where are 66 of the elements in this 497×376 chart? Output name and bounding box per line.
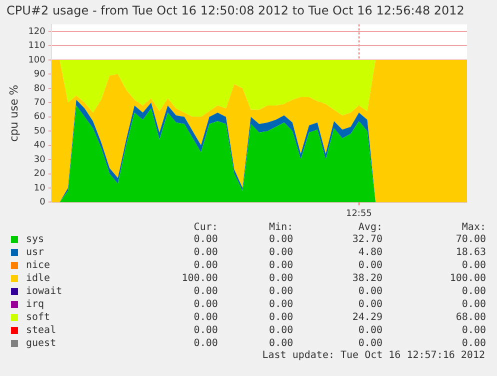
text: 0.00 [357, 324, 384, 337]
text: 0.00 [192, 285, 219, 298]
text: 0.00 [268, 298, 294, 311]
text: 0.00 [192, 311, 219, 324]
x-tick-label: 12:55 [346, 208, 372, 219]
text: 0.00 [460, 324, 487, 337]
legend-label: idle [25, 272, 52, 285]
y-tick-label: 60 [34, 112, 46, 122]
text: 100.00 [448, 272, 487, 285]
legend-label: steal [25, 324, 58, 337]
text: 0.00 [268, 337, 294, 350]
text: 0.00 [268, 233, 294, 246]
text: 100.00 [180, 272, 219, 285]
text: 0.00 [192, 233, 219, 246]
text: Cur: [192, 222, 219, 233]
text: 0.00 [460, 298, 487, 311]
y-tick-label: 20 [34, 169, 46, 180]
y-tick-label: 80 [34, 84, 46, 94]
text: 0.00 [357, 337, 384, 350]
legend-label: soft [25, 311, 52, 324]
text: 24.29 [351, 311, 384, 324]
legend-label: nice [25, 259, 52, 272]
y-tick-label: 0 [40, 198, 46, 208]
chart-title: CPU#2 usage - from Tue Oct 16 12:50:08 2012 to Tue Oct 16 12:56:48 2012 [6, 3, 464, 18]
legend-label: guest [25, 337, 58, 350]
text: 0.00 [460, 285, 487, 298]
text: Min: [268, 222, 294, 233]
legend-label: sys [25, 233, 46, 246]
y-tick-label: 120 [28, 26, 46, 37]
text: 0.00 [192, 324, 219, 337]
text: 0.00 [357, 285, 384, 298]
text: 0.00 [460, 259, 487, 272]
text: 0.00 [192, 298, 219, 311]
y-tick-label: 110 [28, 41, 46, 52]
text: 0.00 [268, 272, 294, 285]
text: 0.00 [268, 246, 294, 259]
text: 0.00 [268, 324, 294, 337]
text: 0.00 [192, 246, 219, 259]
legend-label: usr [25, 246, 46, 259]
text: Avg: [357, 222, 384, 233]
text: 0.00 [192, 337, 219, 350]
text: 0.00 [268, 311, 294, 324]
y-tick-label: 70 [34, 98, 46, 108]
text: 0.00 [268, 259, 294, 272]
text: 38.20 [351, 272, 384, 285]
legend-label: iowait [25, 285, 64, 298]
text: 0.00 [460, 337, 487, 350]
text: 4.80 [357, 246, 384, 259]
text: 0.00 [357, 298, 384, 311]
text: 68.00 [454, 311, 487, 324]
y-tick-label: 50 [34, 126, 46, 136]
text: 32.70 [351, 233, 384, 246]
text: Max: [460, 222, 487, 233]
text: 18.63 [454, 246, 487, 259]
y-tick-label: 30 [34, 154, 46, 165]
text: 0.00 [357, 259, 384, 272]
text: 70.00 [454, 233, 487, 246]
text: Last update: Tue Oct 16 12:57:16 2012 [261, 350, 486, 361]
y-tick-label: 10 [34, 183, 46, 194]
y-axis-title: cpu use % [7, 84, 20, 142]
text: 0.00 [192, 259, 219, 272]
text: 0.00 [268, 285, 294, 298]
y-tick-label: 100 [28, 55, 46, 66]
legend-label: irq [25, 298, 46, 311]
y-tick-label: 40 [34, 140, 46, 151]
y-tick-label: 90 [34, 70, 46, 80]
